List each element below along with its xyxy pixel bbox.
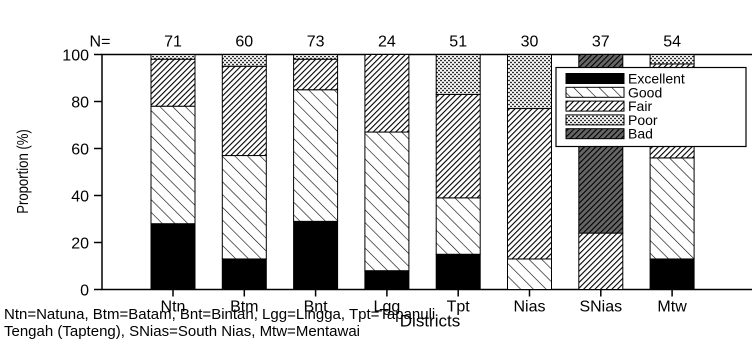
x-tick-label: SNias [579, 299, 622, 316]
legend-swatch [565, 86, 625, 98]
footnote: Ntn=Natuna, Btm=Batam, Bnt=Bintan, Lgg=L… [4, 306, 750, 340]
y-tick-label: 80 [71, 95, 89, 112]
n-value: 30 [521, 34, 539, 51]
n-value: 51 [449, 34, 467, 51]
bar-segment-poor [649, 54, 695, 65]
legend-item: Excellent [565, 71, 685, 87]
bar-segment-excellent [364, 270, 410, 290]
footnote-line-1: Ntn=Natuna, Btm=Batam, Bnt=Bintan, Lgg=L… [4, 306, 436, 323]
bar-segment-fair [293, 58, 339, 91]
plot-frame [101, 53, 752, 291]
x-tick-label: Ntn [161, 299, 186, 316]
legend-label: Excellent [628, 71, 685, 87]
n-value: 24 [378, 34, 396, 51]
x-tick-label: Mtw [657, 299, 687, 316]
footnote-line-2: Tengah (Tapteng), SNias=South Nias, Mtw=… [4, 323, 361, 340]
n-label: N= [90, 34, 111, 51]
bar-segment-fair [364, 54, 410, 133]
bar-segment-fair [507, 108, 552, 260]
legend-item: Good [565, 84, 662, 100]
bar-stack-lgg [364, 54, 410, 290]
legend-swatch [565, 128, 625, 140]
legend-label: Good [628, 84, 662, 100]
bar-segment-good [364, 131, 410, 272]
bar-segment-excellent [435, 253, 481, 290]
y-tick-label: 0 [80, 283, 89, 300]
bar-segment-excellent [649, 258, 695, 290]
bar-segment-good [507, 258, 552, 290]
n-value: 73 [307, 34, 325, 51]
legend-swatch [565, 100, 625, 112]
bar-segment-poor [293, 54, 339, 60]
bar-stack-nias [507, 54, 552, 290]
bar-stack-ntn [150, 54, 196, 290]
n-value: 54 [663, 34, 681, 51]
legend-item: Fair [565, 98, 652, 114]
y-tick-label: 20 [71, 236, 89, 253]
x-axis: Ntn Btm Bnt Lgg Tpt Nias SNias Mtw [161, 289, 687, 316]
bar-segment-fair [435, 93, 481, 199]
bar-stack-btm [221, 54, 267, 290]
legend-swatch [565, 73, 625, 84]
bar-segment-poor [435, 54, 481, 95]
x-tick-label: Tpt [447, 299, 471, 316]
bar-segment-excellent [150, 223, 196, 290]
bar-stack-tpt [435, 54, 481, 290]
bar-segment-excellent [221, 258, 267, 290]
legend-label: Bad [628, 126, 653, 142]
bars [150, 54, 695, 291]
legend-label: Fair [628, 98, 652, 114]
bar-segment-good [435, 197, 481, 255]
legend-item: Bad [565, 126, 653, 142]
x-tick-label: Btm [230, 299, 258, 316]
y-axis-label: Proportion (%) [15, 129, 32, 214]
bar-segment-good [150, 105, 196, 225]
legend-label: Poor [628, 112, 658, 128]
y-tick-label: 60 [71, 142, 89, 159]
legend-item: Poor [565, 112, 658, 128]
x-axis-label: Districts [400, 312, 460, 331]
bar-segment-fair [578, 232, 624, 291]
bar-segment-fair [221, 65, 267, 157]
bar-segment-good [221, 155, 267, 260]
x-tick-label: Nias [513, 299, 545, 316]
bar-stack-bnt [293, 54, 339, 291]
legend-swatch [565, 114, 625, 126]
y-tick-label: 100 [62, 48, 89, 65]
n-value: 37 [592, 34, 610, 51]
bar-segment-poor [150, 54, 196, 60]
y-axis: 0 20 40 60 80 100 [62, 48, 102, 300]
y-tick-label: 40 [71, 189, 89, 206]
x-tick-label: Bnt [304, 299, 329, 316]
x-tick-label: Lgg [374, 299, 401, 316]
bar-segment-poor [507, 54, 552, 110]
n-value: 60 [235, 34, 253, 51]
n-value: 71 [164, 34, 182, 51]
bar-segment-good [293, 89, 339, 222]
bar-segment-fair [150, 58, 196, 107]
n-values: 71 60 73 24 51 30 37 54 [164, 34, 681, 51]
bar-segment-excellent [293, 220, 339, 291]
bar-segment-poor [221, 54, 267, 67]
bar-segment-good [649, 157, 695, 260]
